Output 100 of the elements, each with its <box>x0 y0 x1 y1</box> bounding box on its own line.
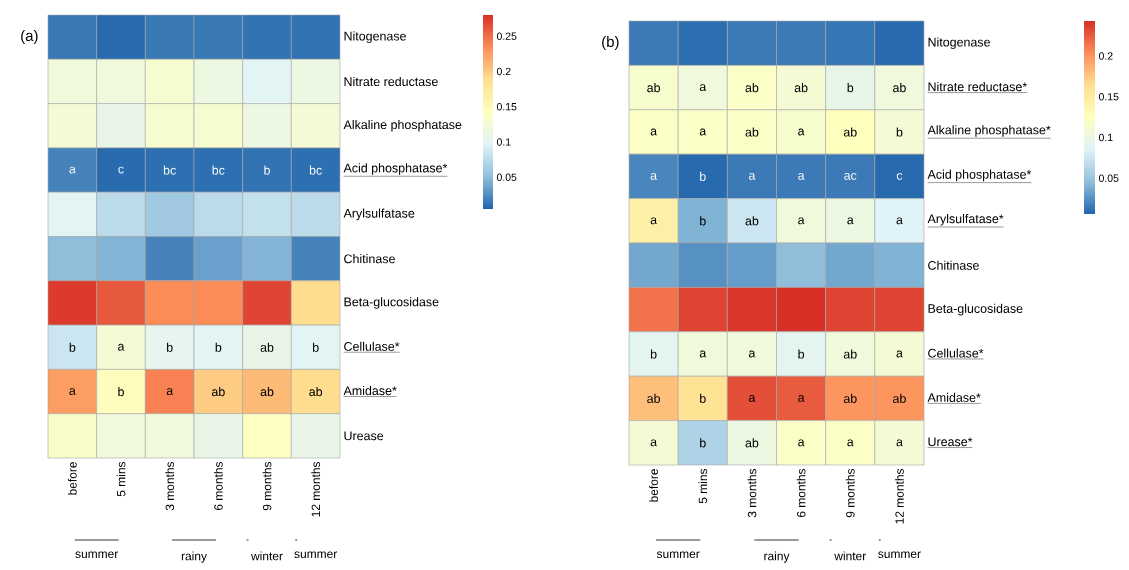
data-label: a <box>69 166 76 174</box>
text: rainy <box>181 551 207 563</box>
color-bar-label: 0.25 <box>496 32 517 40</box>
data-label: b <box>700 216 706 226</box>
data-label: b <box>69 342 76 352</box>
data-label: ab <box>647 83 660 93</box>
data-label: ac <box>844 172 857 180</box>
x-tick-label: 3 months <box>165 461 175 511</box>
data-label: b <box>700 171 706 181</box>
data-label: b <box>650 349 657 359</box>
x-tick-label: 6 months <box>796 468 806 518</box>
data-label: bc <box>309 165 322 175</box>
x-tick-label: 5 mins <box>116 461 126 497</box>
color-bar-label: 0.1 <box>1098 133 1113 142</box>
y-tick-label: Urease <box>344 431 384 441</box>
y-tick-label: Arylsulfatase* <box>927 214 1004 226</box>
data-label: a <box>118 343 125 351</box>
data-label: c <box>118 166 124 174</box>
y-tick-label: Nitogenase <box>344 31 406 43</box>
data-label: ab <box>309 386 323 397</box>
data-label: b <box>313 342 319 352</box>
data-label: ab <box>211 386 225 397</box>
color-bar-label: 0.2 <box>496 67 511 76</box>
y-tick-label: Arylsulfatase <box>343 208 415 221</box>
x-tick-label: 12 months <box>895 468 904 524</box>
y-tick-label: Beta-glucosidase <box>928 303 1023 316</box>
y-tick-label: Beta-glucosidase <box>344 297 439 309</box>
y-tick-label: Alkaline phosphatase* <box>927 125 1051 137</box>
data-label: a <box>650 217 658 225</box>
text: winter <box>251 551 283 561</box>
data-label: ab <box>745 438 759 448</box>
text: (a) <box>21 30 38 44</box>
data-label: a <box>650 128 658 136</box>
y-tick-label: Nitrate reductase* <box>928 82 1027 92</box>
x-tick-label: 5 mins <box>698 468 708 504</box>
y-tick-label: Acid phosphatase* <box>927 169 1032 182</box>
data-label: a <box>798 395 805 402</box>
data-label: a <box>650 439 658 447</box>
color-bar-label: 0.15 <box>1098 93 1119 101</box>
x-tick-label: before <box>67 462 77 495</box>
data-label: bc <box>163 165 176 175</box>
data-label: a <box>798 439 805 447</box>
y-tick-label: Chitinase <box>344 254 395 264</box>
text: (b) <box>602 36 619 50</box>
x-tick-label: 9 months <box>262 461 272 511</box>
data-label: b <box>847 83 854 93</box>
color-bar-label: 0.05 <box>1098 174 1119 182</box>
data-label: a <box>166 388 174 395</box>
y-tick-label: Amidase* <box>927 392 981 402</box>
data-label: c <box>896 172 903 180</box>
data-label: a <box>896 217 903 225</box>
y-tick-label: Cellulase* <box>928 348 984 358</box>
data-label: ab <box>260 342 274 352</box>
text: rainy <box>764 551 790 563</box>
data-label: a <box>748 350 756 358</box>
data-label: b <box>118 386 124 397</box>
data-label: b <box>700 438 706 448</box>
y-tick-label: Amidase* <box>343 385 397 396</box>
x-tick-label: 9 months <box>845 468 855 518</box>
data-label: b <box>167 342 173 352</box>
data-label: ab <box>893 393 906 403</box>
data-label: ab <box>745 127 759 137</box>
data-label: a <box>798 217 805 225</box>
data-label: bc <box>212 165 225 175</box>
data-label: a <box>896 350 903 358</box>
data-label: ab <box>647 393 660 403</box>
y-tick-label: Cellulase* <box>344 341 400 351</box>
x-tick-label: 3 months <box>747 468 757 518</box>
data-label: b <box>700 393 706 403</box>
color-bar-label: 0.05 <box>496 173 517 181</box>
text: summer <box>294 551 338 559</box>
y-tick-label: Alkaline phosphatase <box>343 119 462 132</box>
data-label: a <box>748 172 756 180</box>
data-label: a <box>69 388 76 395</box>
color-bar-label: 0.2 <box>1098 52 1113 60</box>
data-label: a <box>699 84 707 92</box>
data-label: ab <box>843 393 857 403</box>
y-tick-label: Chitinase <box>928 260 979 270</box>
data-label: a <box>699 128 707 136</box>
color-bar-label: 0.1 <box>496 138 511 146</box>
data-label: ab <box>843 349 857 359</box>
x-tick-label: before <box>649 469 658 502</box>
text: summer <box>878 551 921 559</box>
data-label: a <box>650 172 658 180</box>
text: summer <box>656 551 700 559</box>
data-label: a <box>847 217 854 225</box>
text: winter <box>834 551 866 561</box>
data-label: a <box>896 439 903 447</box>
data-label: ab <box>745 216 759 226</box>
y-tick-label: Urease* <box>928 437 973 447</box>
y-tick-label: Nitogenase <box>928 37 990 50</box>
y-tick-label: Nitrate reductase <box>344 76 438 87</box>
data-label: b <box>215 342 222 352</box>
data-label: ab <box>893 83 906 93</box>
data-label: b <box>264 165 270 175</box>
data-label: a <box>699 350 707 358</box>
data-label: a <box>847 439 854 447</box>
x-tick-label: 12 months <box>311 461 321 517</box>
data-label: ab <box>843 127 857 137</box>
color-bar-label: 0.15 <box>496 103 517 111</box>
